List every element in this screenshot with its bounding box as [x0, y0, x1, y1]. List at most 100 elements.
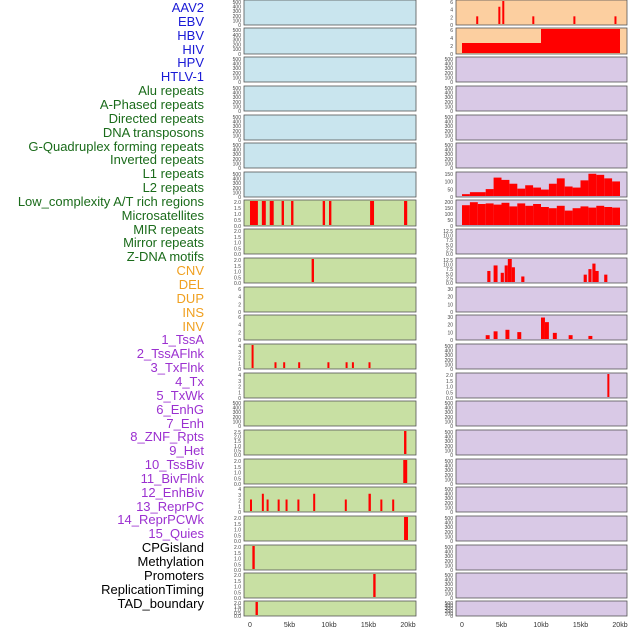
- right-ytick-20-3: 200: [445, 587, 454, 593]
- right-bar-0-4: [573, 16, 576, 24]
- left-ytick-1-4: 100: [233, 47, 242, 53]
- left-ytick-3-3: 200: [233, 100, 242, 106]
- left-ytick-4-0: 500: [233, 115, 242, 121]
- track-label-38: 15_Quies: [148, 526, 204, 542]
- track-label-9: DNA transposons: [102, 124, 204, 140]
- left-panel-5: [243, 142, 417, 169]
- left-ytick-20-1: 1.5: [234, 579, 241, 585]
- right-ytick-9-2: 7.5: [446, 267, 453, 273]
- right-ytick-12-1: 400: [445, 349, 454, 355]
- right-bar-7-6: [509, 206, 518, 225]
- right-ytick-4-5: 0: [450, 138, 453, 144]
- right-bar-7-8: [525, 205, 534, 225]
- left-bar-12-2: [283, 362, 286, 368]
- left-bar-17-7: [344, 499, 347, 511]
- right-bar-6-7: [525, 185, 534, 196]
- left-ytick-17-1: 3: [238, 493, 241, 499]
- right-ytick-20-0: 500: [445, 573, 454, 579]
- right-bar-9-7: [583, 274, 587, 282]
- left-ytick-7-2: 1.0: [234, 212, 241, 218]
- right-panel-9: [455, 257, 628, 284]
- right-ytick-15-0: 500: [445, 430, 454, 436]
- right-ytick-2-5: 0: [450, 80, 453, 86]
- right-bar-0-2: [502, 1, 505, 24]
- left-ytick-16-3: 0.5: [234, 476, 241, 482]
- right-bar-7-17: [596, 205, 605, 225]
- right-ytick-19-4: 100: [445, 563, 454, 569]
- left-ytick-20-3: 0.5: [234, 590, 241, 596]
- right-ytick-8-5: 0.0: [446, 252, 453, 258]
- left-ytick-2-3: 200: [233, 71, 242, 77]
- left-ytick-21-0: 2.0: [234, 601, 241, 607]
- right-ytick-8-1: 10.0: [443, 234, 453, 240]
- track-label-36: 13_ReprPC: [136, 498, 204, 514]
- left-bar-17-6: [313, 493, 316, 511]
- right-ytick-17-4: 100: [445, 505, 454, 511]
- left-ytick-20-2: 1.0: [234, 585, 241, 591]
- right-bar-7-10: [541, 207, 549, 225]
- left-bar-17-9: [380, 499, 383, 511]
- left-bar-12-6: [351, 362, 354, 368]
- right-ytick-19-0: 500: [445, 545, 454, 551]
- left-panel-14: [243, 400, 417, 427]
- left-ytick-8-3: 0.5: [234, 246, 241, 252]
- right-bar-7-0: [462, 205, 470, 225]
- right-ytick-15-4: 100: [445, 448, 454, 454]
- right-panel-16: [455, 458, 628, 485]
- left-bar-17-10: [392, 499, 395, 511]
- left-ytick-20-0: 2.0: [234, 573, 241, 579]
- right-ytick-4-3: 200: [445, 129, 454, 135]
- right-bar-7-18: [604, 207, 613, 225]
- left-bar-12-1: [274, 362, 277, 368]
- left-panel-8: [243, 228, 417, 255]
- right-bar-6-0: [462, 194, 470, 196]
- right-panel-3: [455, 85, 628, 112]
- right-ytick-12-5: 0: [450, 367, 453, 373]
- left-ytick-16-1: 1.5: [234, 465, 241, 471]
- right-ytick-5-5: 0: [450, 166, 453, 172]
- right-ytick-8-3: 5.0: [446, 243, 453, 249]
- left-ytick-6-4: 100: [233, 190, 242, 196]
- left-ytick-5-0: 500: [233, 143, 242, 149]
- right-bar-9-5: [511, 267, 515, 282]
- left-ytick-14-4: 100: [233, 419, 242, 425]
- track-label-28: 5_TxWk: [156, 387, 204, 403]
- right-panel-10: [455, 286, 628, 313]
- left-ytick-17-4: 0: [238, 510, 241, 516]
- right-bar-11-0: [485, 335, 490, 339]
- right-panel-14: [455, 400, 628, 427]
- track-label-33: 10_TssBiv: [144, 457, 204, 473]
- right-ytick-15-5: 0: [450, 453, 453, 459]
- track-label-43: TAD_boundary: [117, 595, 204, 611]
- track-label-0: AAV2: [171, 0, 204, 15]
- track-label-7: A-Phased repeats: [99, 96, 204, 112]
- left-ytick-5-3: 200: [233, 157, 242, 163]
- left-ytick-15-5: 0.0: [234, 453, 241, 459]
- right-ytick-20-2: 300: [445, 582, 454, 588]
- left-ytick-2-0: 500: [233, 57, 242, 63]
- right-ytick-17-3: 200: [445, 501, 454, 507]
- right-bar-9-10: [595, 270, 599, 282]
- right-ytick-18-1: 400: [445, 521, 454, 527]
- left-ytick-14-3: 200: [233, 415, 242, 421]
- right-ytick-8-0: 12.5: [443, 229, 453, 235]
- right-bar-7-2: [477, 204, 486, 225]
- left-ytick-0-3: 200: [233, 14, 242, 20]
- right-bar-6-3: [493, 177, 502, 196]
- right-ytick-11-2: 10: [447, 330, 453, 336]
- left-ytick-15-3: 1.0: [234, 444, 241, 450]
- right-ytick-0-0: 6: [450, 0, 453, 6]
- left-ytick-14-2: 300: [233, 410, 242, 416]
- right-ytick-21-4: 100: [445, 611, 454, 617]
- right-ytick-13-4: 0.0: [446, 396, 453, 402]
- right-bar-0-1: [498, 6, 501, 24]
- left-ytick-9-4: 0.0: [234, 281, 241, 287]
- track-label-11: Inverted repeats: [110, 152, 204, 168]
- right-ytick-15-3: 200: [445, 444, 454, 450]
- left-ytick-12-0: 4: [238, 344, 241, 350]
- left-ytick-1-0: 500: [233, 28, 242, 34]
- track-label-2: HBV: [177, 27, 204, 43]
- left-bar-12-0: [251, 345, 254, 368]
- right-ytick-10-1: 20: [447, 295, 453, 301]
- left-ytick-10-3: 0: [238, 310, 241, 316]
